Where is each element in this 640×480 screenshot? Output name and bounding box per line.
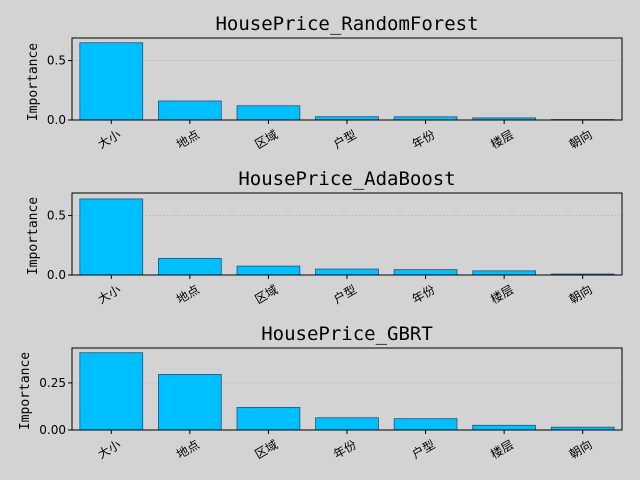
y-tick-label: 0.25 (39, 376, 66, 390)
bar (79, 42, 144, 121)
bar (472, 424, 536, 431)
bar (79, 198, 144, 276)
y-axis-label: Importance (26, 43, 41, 121)
y-tick-label: 0.5 (47, 209, 66, 223)
y-tick-label: 0.5 (47, 54, 66, 68)
y-tick-label: 0.00 (39, 423, 66, 437)
bar (236, 105, 301, 121)
bar (315, 417, 379, 431)
bar (393, 269, 458, 276)
subplot-random-forest: HousePrice_RandomForest Importance 0.0 0.… (26, 13, 623, 152)
plot-frame (71, 347, 623, 431)
bar (79, 352, 144, 431)
bar (158, 373, 222, 431)
plot-area (71, 37, 623, 121)
plot-frame (71, 37, 623, 121)
y-tick-label: 0.0 (47, 113, 66, 127)
y-axis-label: Importance (26, 197, 41, 275)
bar (472, 270, 536, 276)
bar (158, 100, 222, 121)
chart-title: HousePrice_AdaBoost (238, 168, 455, 190)
y-tick-label: 0.0 (47, 268, 66, 282)
chart-title: HousePrice_GBRT (261, 323, 433, 345)
bar (158, 257, 222, 276)
bar (236, 265, 301, 276)
bar (393, 418, 458, 431)
bar (315, 268, 379, 276)
bar (236, 406, 301, 431)
plot-area (71, 192, 623, 276)
chart-title: HousePrice_RandomForest (215, 13, 478, 35)
plot-frame (71, 192, 623, 276)
subplot-gbrt: HousePrice_GBRT Importance 0.000.25大小 地点区… (18, 323, 623, 462)
y-axis-label: Importance (18, 352, 33, 430)
